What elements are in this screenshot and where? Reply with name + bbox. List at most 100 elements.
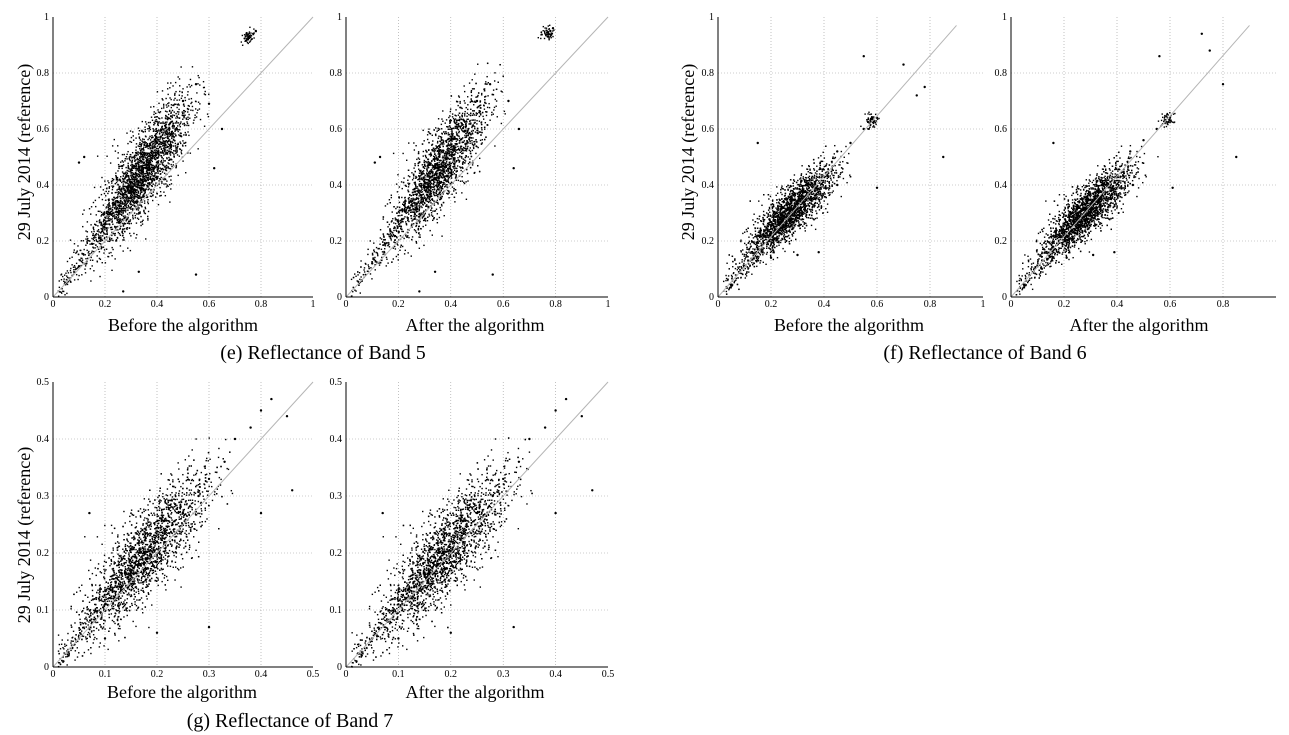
x-tick-label: 1 [311, 299, 316, 310]
data-point [456, 133, 458, 135]
data-point [371, 260, 373, 263]
data-point [357, 274, 359, 276]
data-point [444, 185, 447, 187]
data-point [425, 155, 427, 158]
data-point [122, 250, 124, 252]
data-point [428, 128, 430, 130]
data-point [147, 199, 149, 201]
data-point [249, 40, 252, 42]
data-point [440, 142, 442, 144]
data-point [141, 173, 143, 176]
data-point [137, 151, 139, 153]
data-point [121, 192, 124, 194]
data-point [199, 118, 202, 121]
x-axis-label-e-before: Before the algorithm [108, 315, 258, 335]
data-point [456, 126, 458, 129]
data-point [140, 196, 142, 199]
data-point [128, 196, 130, 199]
data-point [413, 211, 415, 213]
data-point [165, 146, 167, 148]
data-point [161, 90, 164, 92]
data-point [136, 180, 139, 182]
data-point [156, 149, 158, 152]
data-point [134, 182, 136, 184]
data-point [385, 256, 388, 259]
data-point [401, 209, 404, 212]
data-point [462, 148, 464, 150]
data-point [182, 140, 184, 142]
data-point [135, 149, 137, 151]
data-point [159, 130, 162, 132]
data-point [440, 148, 442, 151]
data-point [151, 160, 153, 163]
data-point [466, 121, 468, 123]
data-point [382, 253, 384, 256]
data-point [443, 176, 446, 179]
data-point [400, 181, 403, 183]
data-point [168, 183, 171, 186]
data-point [399, 249, 401, 251]
data-point [395, 212, 398, 214]
data-point [447, 178, 450, 180]
data-point [144, 128, 146, 131]
data-point [134, 165, 137, 168]
data-point [423, 187, 426, 190]
data-point [111, 246, 113, 249]
data-point [179, 132, 182, 134]
data-point [102, 214, 105, 216]
data-point [442, 120, 444, 122]
data-point [146, 146, 149, 148]
data-point [135, 173, 137, 175]
data-point [471, 143, 474, 146]
data-point [153, 169, 155, 171]
data-point [140, 143, 143, 146]
data-point [137, 218, 140, 220]
data-point [163, 160, 165, 162]
data-point [424, 220, 427, 222]
data-point [142, 149, 144, 151]
data-point [161, 128, 164, 130]
data-point [169, 168, 172, 170]
data-point [146, 168, 148, 170]
data-point [167, 102, 169, 105]
data-point [429, 174, 431, 176]
y-tick-label: 0.4 [37, 180, 50, 191]
data-point [471, 79, 473, 81]
data-point [155, 175, 158, 178]
data-point [169, 143, 171, 146]
data-point [454, 143, 456, 145]
data-point [105, 190, 107, 193]
data-point [137, 168, 139, 170]
data-point [451, 149, 454, 151]
data-point [443, 176, 445, 178]
data-point [431, 179, 434, 181]
data-point [148, 163, 150, 165]
data-point [446, 151, 449, 154]
data-point [427, 179, 429, 181]
data-point [127, 166, 130, 168]
data-point [137, 179, 140, 182]
data-point [430, 170, 432, 173]
data-point [150, 106, 152, 108]
data-point [108, 252, 110, 254]
data-point [146, 143, 148, 145]
data-point [374, 269, 376, 271]
data-point [427, 186, 430, 189]
data-point [139, 181, 141, 183]
data-point [438, 181, 440, 184]
data-point [461, 124, 463, 126]
data-point [175, 120, 178, 123]
data-point [168, 131, 171, 134]
data-point [138, 136, 141, 138]
data-point [186, 121, 188, 123]
data-point [166, 116, 168, 118]
data-point [435, 177, 437, 179]
data-point [481, 142, 483, 144]
data-point [116, 191, 118, 194]
data-point [361, 280, 363, 282]
data-point [153, 170, 155, 173]
data-point [115, 172, 117, 174]
data-point [495, 100, 498, 102]
data-point [112, 202, 114, 204]
data-point [183, 115, 185, 118]
